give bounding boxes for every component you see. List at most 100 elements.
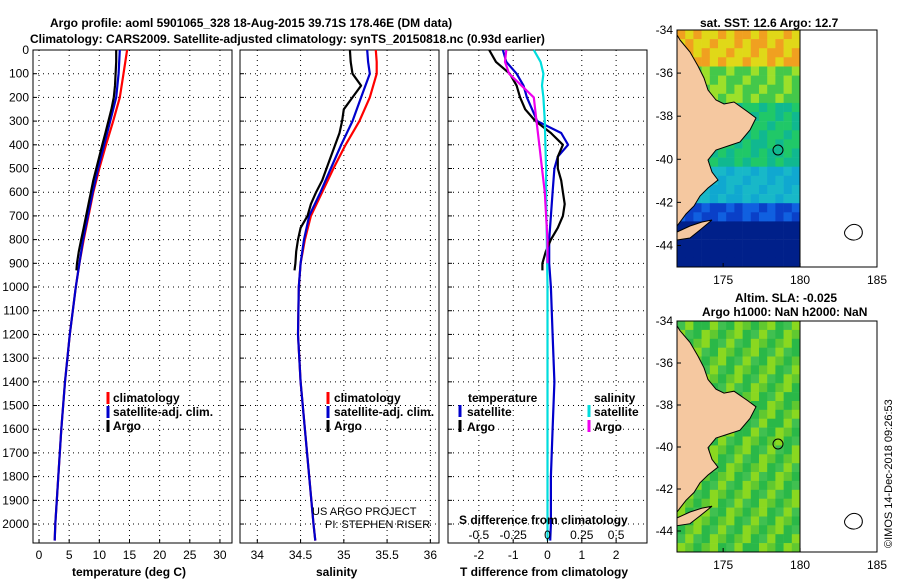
heatmap-cell (734, 472, 743, 482)
temperature-x-label: temperature (deg C) (72, 565, 186, 579)
imos-credit: ©IMOS 14-Dec-2018 09:26:53 (883, 399, 895, 548)
depth-tick-label: 1500 (2, 399, 29, 413)
heatmap-cell (693, 321, 702, 331)
heatmap-cell (775, 39, 784, 49)
heatmap-cell (726, 221, 735, 231)
heatmap-cell (775, 57, 784, 67)
heatmap-cell (742, 356, 752, 366)
x-tick-label: 34.5 (289, 548, 313, 562)
heatmap-cell (742, 166, 752, 177)
heatmap-cell (742, 84, 752, 95)
heatmap-cell (718, 365, 727, 375)
heatmap-cell (783, 525, 793, 535)
heatmap-cell (759, 392, 768, 402)
depth-tick-label: 300 (9, 114, 29, 128)
heatmap-cell (767, 148, 776, 158)
heatmap-cell (726, 516, 735, 526)
heatmap-cell (709, 329, 719, 340)
heatmap-cell (718, 30, 727, 40)
salinity-legend: climatology satellite-adj. clim. Argo (326, 391, 434, 433)
heatmap-cell (742, 427, 752, 437)
map-x-tick-label: 185 (867, 273, 887, 287)
heatmap-cell (791, 329, 801, 340)
heatmap-cell (783, 347, 793, 357)
heatmap-cell (693, 39, 702, 49)
heatmap-cell (726, 329, 735, 340)
heatmap-cell (734, 445, 743, 455)
heatmap-cell (750, 498, 760, 508)
heatmap-cell (750, 239, 760, 250)
heatmap-cell (750, 436, 760, 446)
heatmap-cell (783, 185, 793, 195)
heatmap-cell (677, 525, 686, 535)
heatmap-cell (783, 248, 793, 259)
heatmap-cell (750, 248, 760, 259)
heatmap-cell (791, 239, 801, 250)
heatmap-cell (759, 498, 768, 508)
heatmap-cell (726, 84, 735, 95)
heatmap-cell (783, 507, 793, 517)
heatmap-cell (791, 166, 801, 177)
depth-tick-label: 1600 (2, 422, 29, 436)
heatmap-cell (718, 525, 727, 535)
heatmap-cell (677, 248, 686, 259)
heatmap-cell (709, 194, 719, 204)
heatmap-cell (783, 472, 793, 482)
heatmap-cell (775, 409, 784, 419)
heatmap-cell (709, 534, 719, 544)
heatmap-cell (742, 374, 752, 384)
depth-tick-label: 1900 (2, 493, 29, 507)
heatmap-cell (759, 102, 768, 113)
heatmap-cell (709, 75, 719, 85)
heatmap-cell (726, 534, 735, 544)
heatmap-cell (791, 130, 801, 140)
heatmap-cell (791, 401, 801, 411)
salinity-plot-frame (239, 49, 440, 544)
heatmap-cell (709, 48, 719, 58)
heatmap-cell (783, 203, 793, 213)
heatmap-cell (759, 347, 768, 357)
heatmap-cell (709, 185, 719, 195)
heatmap-cell (742, 347, 752, 357)
heatmap-cell (726, 194, 735, 204)
heatmap-cell (734, 498, 743, 508)
map-y-tick-label: -40 (656, 440, 674, 454)
heatmap-cell (783, 130, 793, 140)
heatmap-cell (775, 157, 784, 167)
heatmap-cell (791, 365, 801, 375)
heatmap-cell (734, 365, 743, 375)
heatmap-cell (775, 257, 784, 268)
heatmap-cell (709, 30, 719, 40)
heatmap-cell (742, 525, 752, 535)
heatmap-cell (693, 257, 702, 268)
heatmap-cell (767, 454, 776, 464)
sla-land (676, 324, 757, 527)
sst-map-axes: -34 -36 -38 -40 -42 -44 175 180 185 (656, 23, 888, 287)
heatmap-cell (775, 102, 784, 113)
heatmap-cell (693, 48, 702, 58)
heatmap-cell (726, 507, 735, 517)
heatmap-cell (701, 321, 711, 331)
heatmap-cell (734, 30, 743, 40)
map-x-tick-label: 185 (867, 558, 887, 572)
heatmap-cell (759, 157, 768, 167)
heatmap-cell (742, 185, 752, 195)
heatmap-cell (701, 30, 711, 40)
heatmap-cell (750, 329, 760, 340)
heatmap-cell (791, 525, 801, 535)
heatmap-cell (759, 418, 768, 428)
heatmap-cell (750, 130, 760, 140)
legend-temperature-title: temperature (468, 391, 538, 405)
heatmap-cell (750, 356, 760, 366)
heatmap-cell (791, 374, 801, 384)
heatmap-cell (750, 203, 760, 213)
heatmap-cell (759, 401, 768, 411)
heatmap-cell (750, 445, 760, 455)
legend-s-argo: Argo (594, 420, 622, 434)
map-y-tick-label: -38 (656, 109, 674, 123)
heatmap-cell (734, 507, 743, 517)
heatmap-cell (709, 472, 719, 482)
heatmap-cell (693, 498, 702, 508)
heatmap-cell (791, 230, 801, 240)
heatmap-cell (750, 257, 760, 268)
